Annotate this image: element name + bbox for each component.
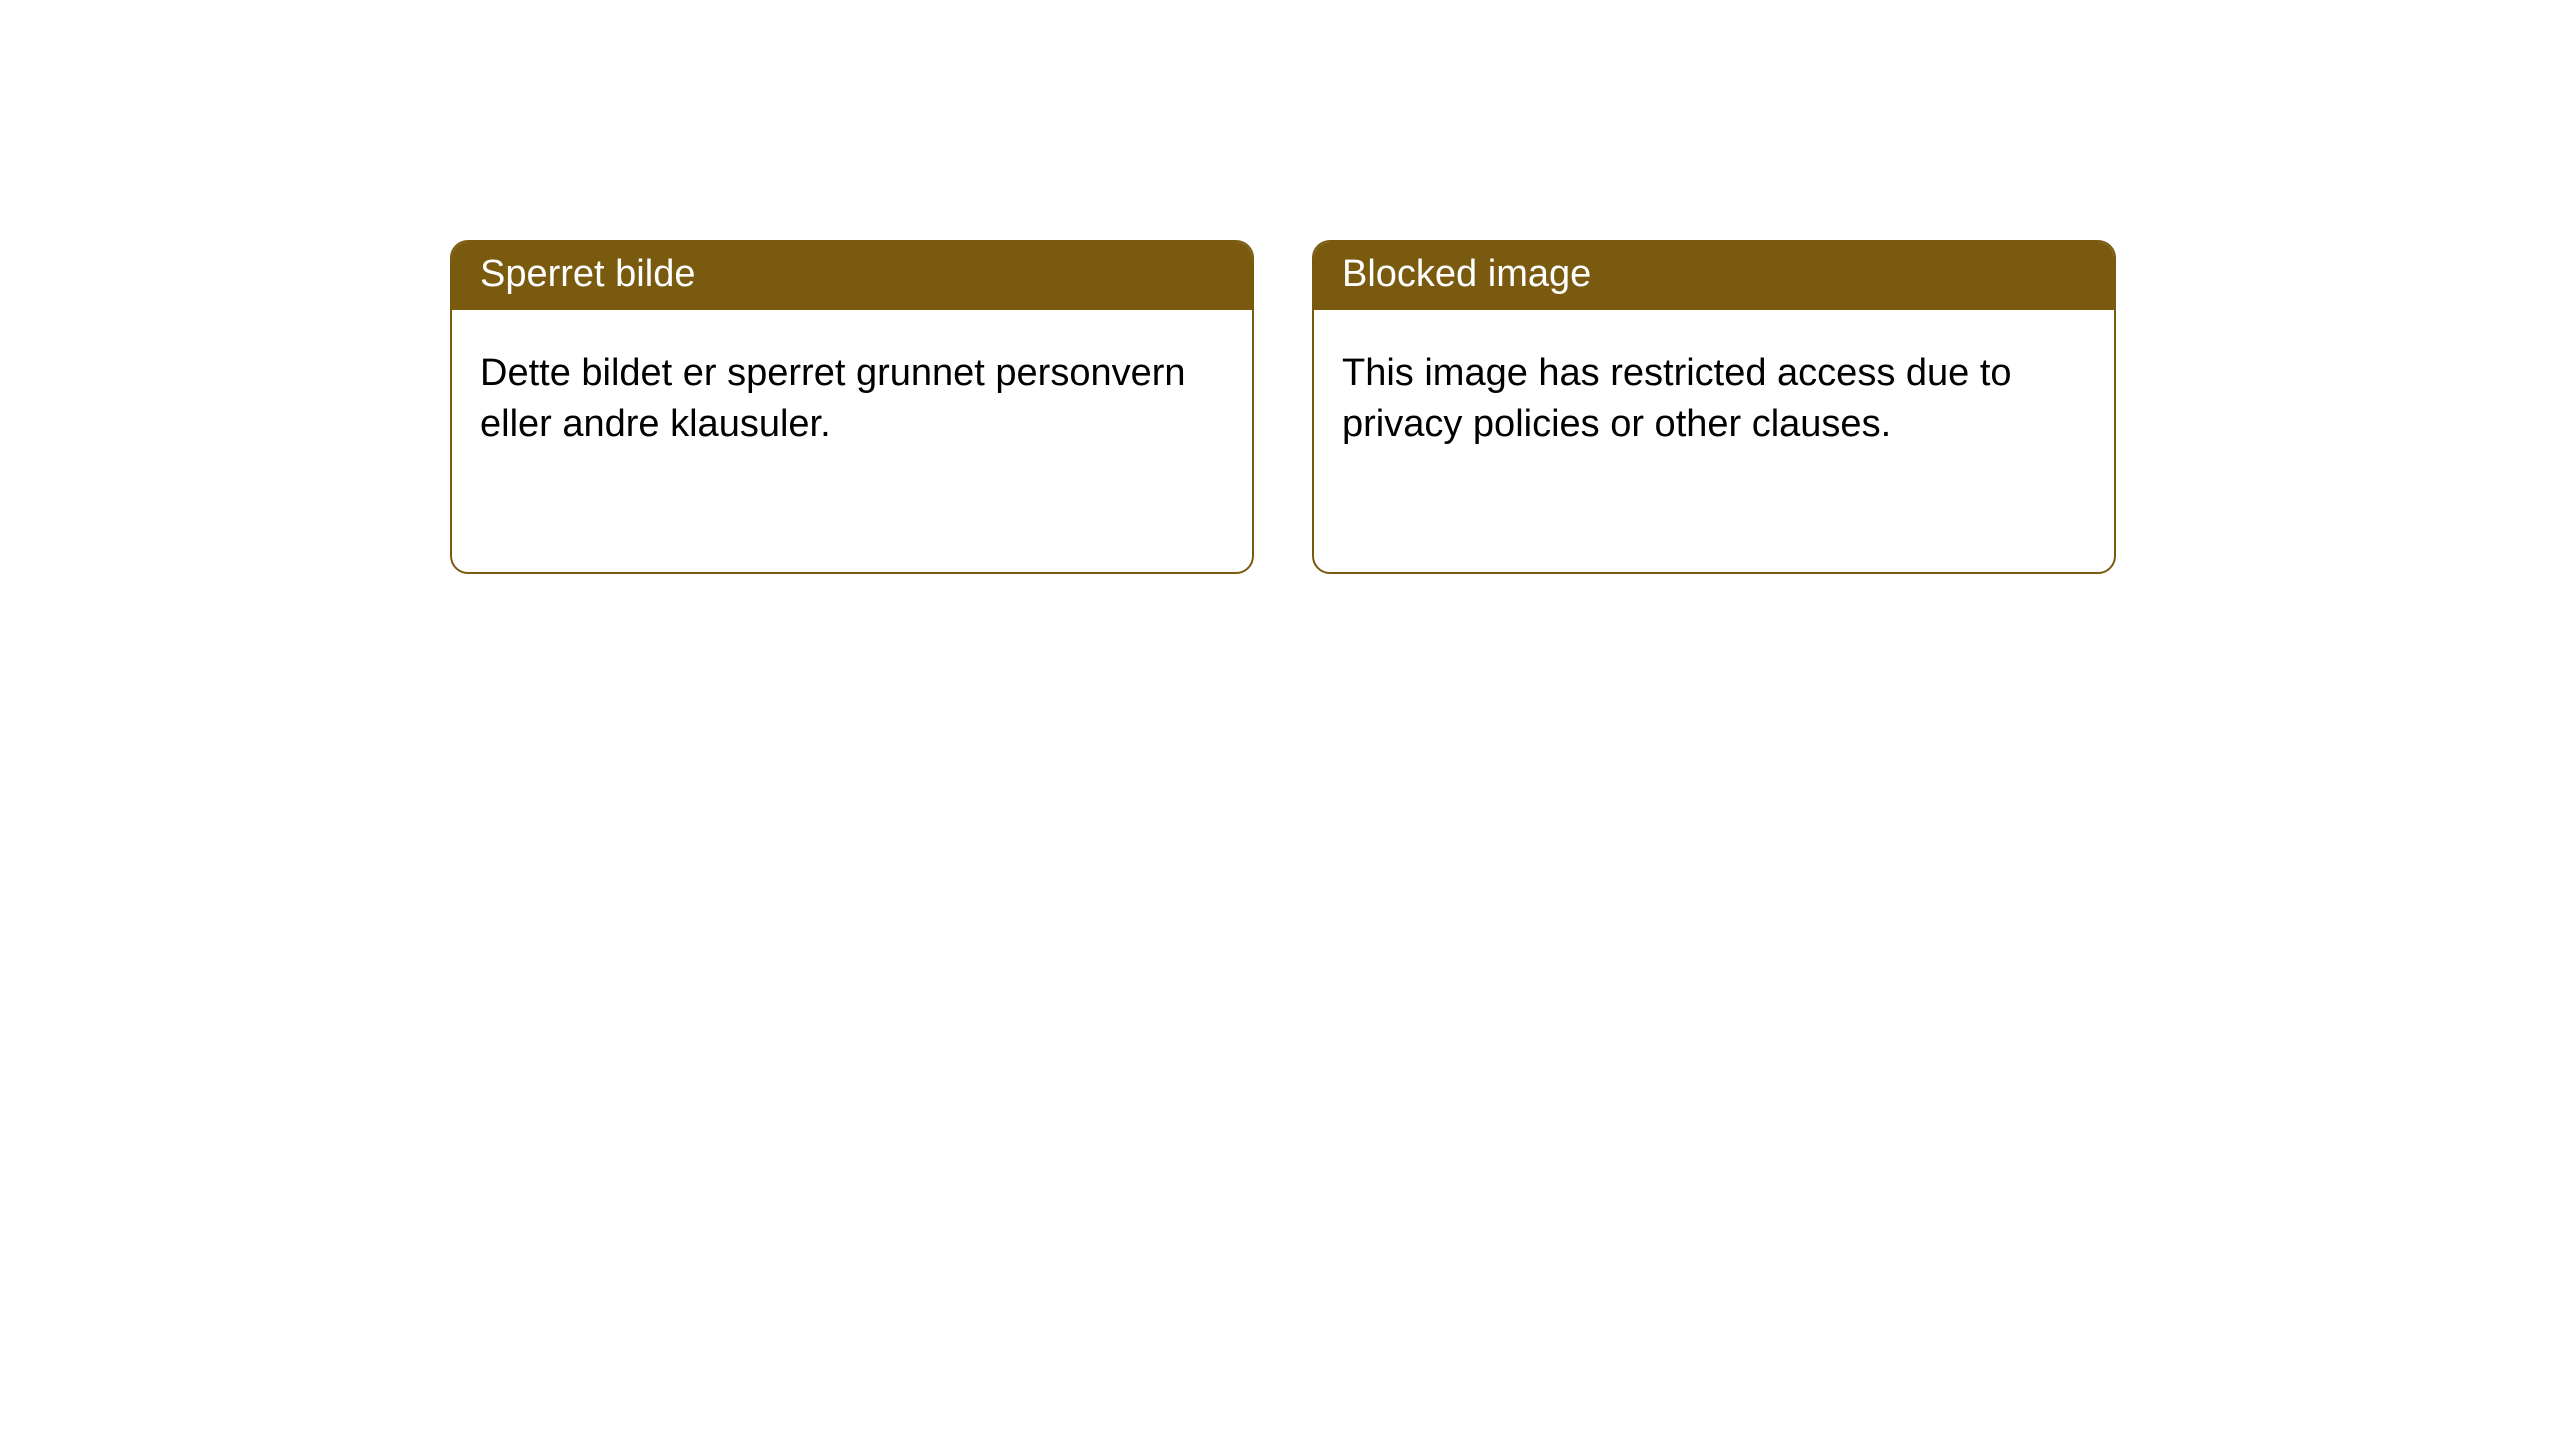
notice-card-header: Blocked image [1314,242,2114,310]
notice-card-message: This image has restricted access due to … [1342,352,2012,445]
notice-card-header: Sperret bilde [452,242,1252,310]
notice-card-english: Blocked image This image has restricted … [1312,240,2116,574]
notice-card-title: Blocked image [1342,253,1591,295]
notice-container: Sperret bilde Dette bildet er sperret gr… [0,0,2560,574]
notice-card-body: Dette bildet er sperret grunnet personve… [452,310,1252,489]
notice-card-body: This image has restricted access due to … [1314,310,2114,489]
notice-card-title: Sperret bilde [480,253,695,295]
notice-card-norwegian: Sperret bilde Dette bildet er sperret gr… [450,240,1254,574]
notice-card-message: Dette bildet er sperret grunnet personve… [480,352,1186,445]
